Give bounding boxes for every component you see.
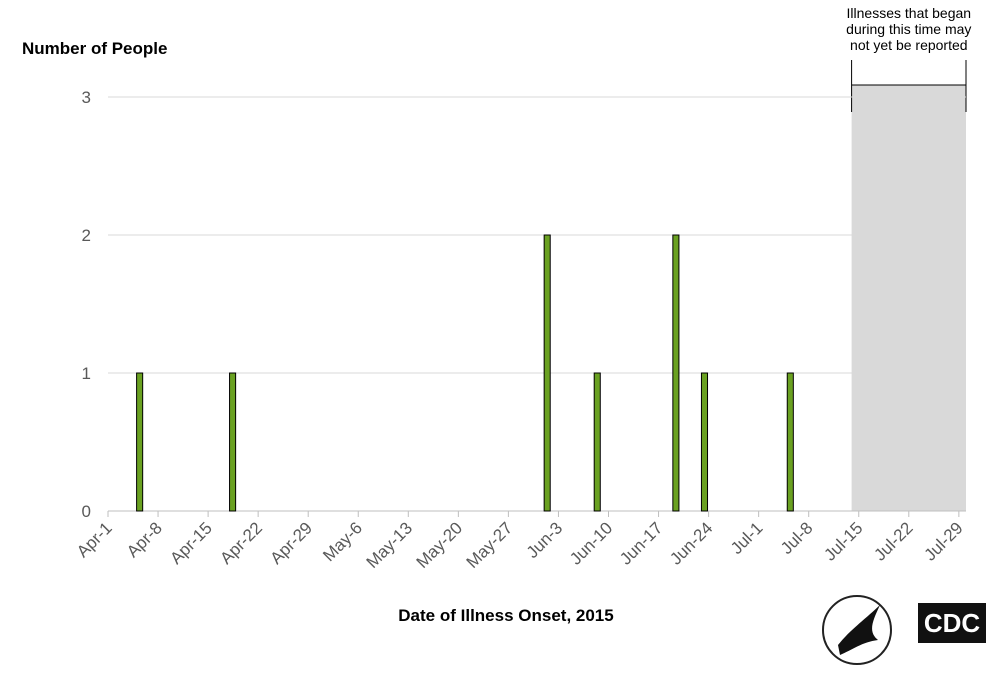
cdc-box (918, 603, 986, 643)
x-axis-title: Date of Illness Onset, 2015 (398, 606, 613, 625)
hhs-logo (822, 595, 892, 665)
x-tick-label: May-6 (319, 518, 366, 565)
annotation-line: Illnesses that began (847, 5, 972, 21)
bar (786, 372, 794, 512)
x-tick-label: May-27 (463, 518, 517, 572)
x-tick-label: Jun-17 (616, 518, 666, 568)
x-tick-label: Jun-24 (666, 518, 716, 568)
bar (229, 372, 237, 512)
y-axis-title: Number of People (22, 39, 167, 58)
bar (672, 234, 680, 512)
cdc-text: CDC (924, 608, 981, 638)
x-tick-label: Jun-10 (566, 518, 616, 568)
x-tick-label: May-20 (413, 518, 467, 572)
x-tick-label: Apr-8 (123, 518, 166, 561)
x-tick-label: Apr-29 (267, 518, 317, 568)
bar (593, 372, 601, 512)
x-tick-label: Apr-22 (216, 518, 266, 568)
seal-ring (822, 595, 892, 665)
annotation-line: during this time may (846, 21, 971, 37)
x-tick-label: Jul-8 (777, 518, 816, 557)
y-tick-label: 3 (82, 88, 91, 107)
x-tick-label: Jul-29 (920, 518, 966, 564)
bar (543, 234, 551, 512)
x-tick-label: Apr-1 (73, 518, 116, 561)
x-tick-label: Apr-15 (166, 518, 216, 568)
y-tick-label: 1 (82, 364, 91, 383)
annotation-line: not yet be reported (850, 37, 968, 53)
x-tick-label: Jul-1 (727, 518, 766, 557)
x-tick-label: Jul-15 (820, 518, 866, 564)
y-tick-label: 0 (82, 502, 91, 521)
bar (136, 372, 144, 512)
x-tick-label: Jul-22 (870, 518, 916, 564)
cdc-logo: CDC (918, 603, 986, 643)
x-tick-label: Jun-3 (523, 518, 567, 562)
shaded-region (851, 85, 966, 511)
seal-eagle (838, 605, 880, 655)
y-tick-label: 2 (82, 226, 91, 245)
bar (700, 372, 709, 512)
x-tick-label: May-13 (363, 518, 417, 572)
